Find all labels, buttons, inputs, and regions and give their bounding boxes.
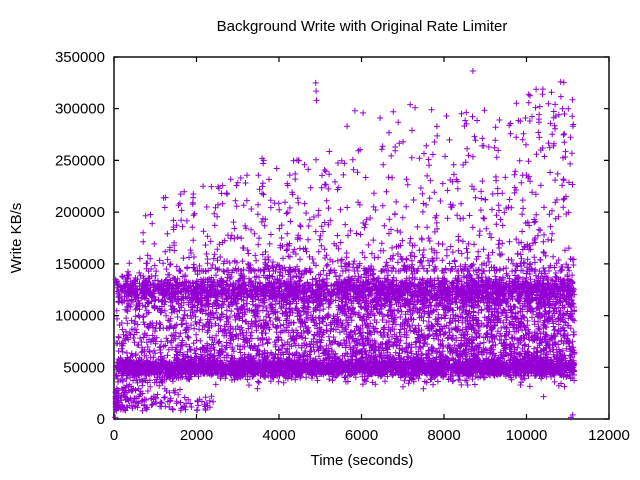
y-tick-label: 150000	[55, 256, 105, 273]
y-tick-label: 250000	[55, 152, 105, 169]
x-tick-label: 0	[110, 427, 118, 444]
x-tick-label: 8000	[427, 427, 460, 444]
y-tick-label: 350000	[55, 49, 105, 66]
plot-area: 0 2000 4000 6000 8000 10000 12000 0 50000 100000 1…	[55, 49, 630, 444]
x-tick-label: 2000	[180, 427, 213, 444]
y-axis-label: Write KB/s	[8, 203, 25, 274]
data-points	[112, 68, 578, 421]
y-tick-label: 300000	[55, 101, 105, 118]
y-tick-label: 0	[97, 411, 105, 428]
x-axis-label: Time (seconds)	[311, 452, 414, 469]
y-tick-label: 100000	[55, 308, 105, 325]
y-tick-label: 200000	[55, 204, 105, 221]
x-tick-label: 6000	[345, 427, 378, 444]
y-tick-label: 50000	[63, 359, 105, 376]
x-tick-label: 4000	[262, 427, 295, 444]
x-tick-label: 12000	[588, 427, 630, 444]
x-tick-label: 10000	[506, 427, 548, 444]
chart-title: Background Write with Original Rate Limi…	[217, 18, 508, 35]
